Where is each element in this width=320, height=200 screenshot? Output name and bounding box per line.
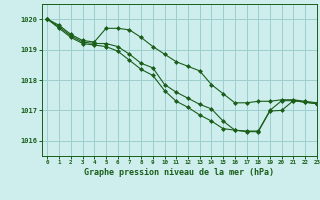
- X-axis label: Graphe pression niveau de la mer (hPa): Graphe pression niveau de la mer (hPa): [84, 168, 274, 177]
